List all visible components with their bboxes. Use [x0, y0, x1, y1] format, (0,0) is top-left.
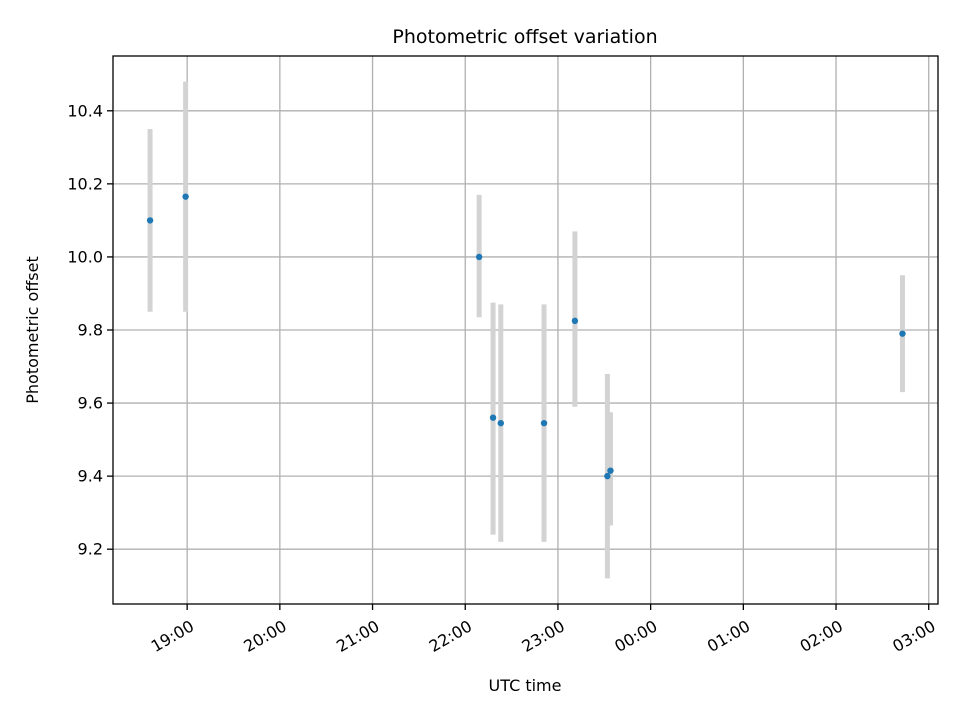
data-point	[604, 472, 611, 480]
y-tick-label: 9.8	[78, 321, 103, 340]
y-tick-label: 10.2	[67, 174, 103, 193]
data-point	[540, 419, 548, 427]
x-axis-label: UTC time	[489, 676, 562, 695]
data-point	[182, 193, 189, 200]
data-point	[571, 317, 579, 325]
data-point	[146, 217, 154, 224]
data-points	[146, 193, 906, 480]
data-point	[497, 419, 504, 427]
y-tick-label: 10.4	[67, 101, 103, 120]
data-point	[475, 253, 483, 261]
y-tick-label: 9.4	[78, 467, 103, 486]
data-point	[607, 467, 614, 474]
data-point	[899, 330, 906, 337]
y-tick-label: 9.6	[78, 394, 103, 413]
chart-title: Photometric offset variation	[392, 26, 657, 48]
grid	[113, 56, 938, 604]
y-axis-label: Photometric offset	[23, 256, 42, 404]
y-tick-label: 9.2	[78, 540, 103, 559]
data-point	[489, 414, 497, 421]
y-tick-label: 10.0	[67, 247, 103, 266]
y-axis-ticks: 9.2 9.4 9.6 9.8 10.0 10.2 10.4	[67, 101, 113, 559]
